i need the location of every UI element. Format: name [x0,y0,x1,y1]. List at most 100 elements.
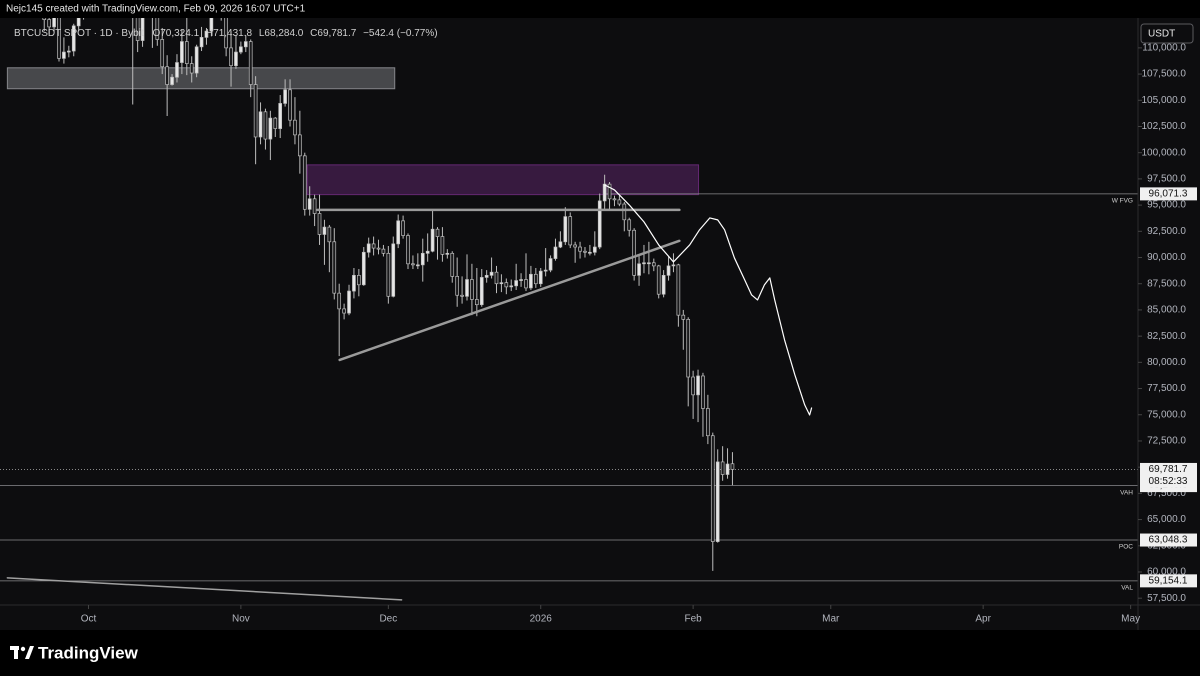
candle-body [627,219,632,231]
level-price-box [1140,533,1197,547]
candle-body [720,461,725,475]
candle-body [524,279,528,289]
candle-body [76,18,81,27]
candle-body [243,41,248,48]
level-name: VAL [1121,585,1133,592]
candle-body [273,117,278,129]
candle-body [62,51,66,59]
y-tick-label: 65,000.0 [1147,514,1186,525]
candle-body [558,241,563,248]
candle-body [288,89,292,121]
candle-body [509,285,514,288]
candle-body [612,198,617,201]
candle-body [617,199,622,205]
candle-body [686,319,691,378]
level-price: 59,154.1 [1149,575,1188,586]
candle-body [234,51,238,67]
candle-body [533,273,538,285]
candle-body [475,299,479,306]
x-tick-label: May [1121,614,1140,625]
candle-body [381,248,386,254]
x-tick-label: Dec [379,614,397,625]
y-tick-label: 87,500.0 [1147,278,1186,289]
candle-body [342,308,346,314]
candle-body [155,18,160,40]
symbol: BTCUSDT SPOT · 1D · Bybit [14,28,144,39]
candle-body [411,263,415,266]
x-tick-label: Oct [81,614,97,625]
candle-body [529,273,533,289]
candle-body [317,213,322,235]
candle-body [691,376,695,396]
y-tick-label: 92,500.0 [1147,226,1186,237]
candle-body [450,252,455,277]
candle-body [519,279,523,281]
candle-body [239,46,243,53]
footer-brand: TradingView [38,643,139,662]
candle-body [337,292,342,310]
candle-body [307,198,312,210]
candle-body [470,279,474,300]
ohlc-low: L68,284.0 [259,28,304,39]
y-tick-label: 110,000.0 [1142,43,1186,54]
candle-body [661,274,666,295]
candle-body [651,262,656,267]
candle-body [607,183,612,200]
level-name: POC [1119,544,1133,551]
axes: 57,500.060,000.062,500.065,000.067,500.0… [81,43,1197,625]
candle-body [592,246,597,253]
y-tick-label: 100,000.0 [1142,147,1187,158]
candle-body [298,134,302,157]
candle-body [538,270,543,285]
candle-body [283,89,287,104]
candle-body [696,375,700,396]
candle-body [189,63,194,74]
ohlc-close: C69,781.7 [310,28,357,39]
candle-body [396,220,401,245]
header-text: Nejc145 created with TradingView.com, Fe… [6,4,306,15]
level-price-box [1140,187,1197,201]
candle-body [352,274,356,292]
candle-body [361,251,366,286]
chart-panel [0,18,1200,630]
candle-body [160,39,165,68]
candle-body [460,294,464,297]
ohlc-high: H71,431.8 [206,28,253,39]
y-tick-label: 97,500.0 [1147,174,1186,185]
ohlc-change: −542.4 (−0.77%) [363,28,438,39]
candle-body [366,243,371,253]
candle-body [583,250,587,253]
candle-body [489,271,494,276]
candle-body [701,375,705,409]
candle-body [425,250,430,254]
candle-body [253,84,258,138]
candle-body [479,277,484,306]
candle-body [224,18,228,49]
candle-body [666,265,671,276]
candle-body [656,265,661,295]
candle-body [597,200,602,248]
candle-body [199,37,204,48]
currency-button[interactable] [1140,23,1194,44]
candle-body [376,247,381,250]
candle-body [175,62,179,78]
drawing-line [338,239,681,362]
candle-body [514,280,518,287]
candle-body [465,279,469,297]
candle-body [430,228,435,252]
x-tick-label: Mar [822,614,840,625]
candle-body [484,274,489,278]
candle-body [258,111,263,138]
candle-body [401,220,405,236]
candle-body [140,18,145,41]
candle-body [357,274,361,286]
x-tick-label: Feb [685,614,703,625]
drawing-line [604,184,813,416]
logo-slash [25,646,34,659]
candle-body [637,263,641,276]
candle-body [165,66,169,85]
candle-body [499,282,504,285]
candle-body [573,244,577,248]
candle-body [263,111,268,140]
